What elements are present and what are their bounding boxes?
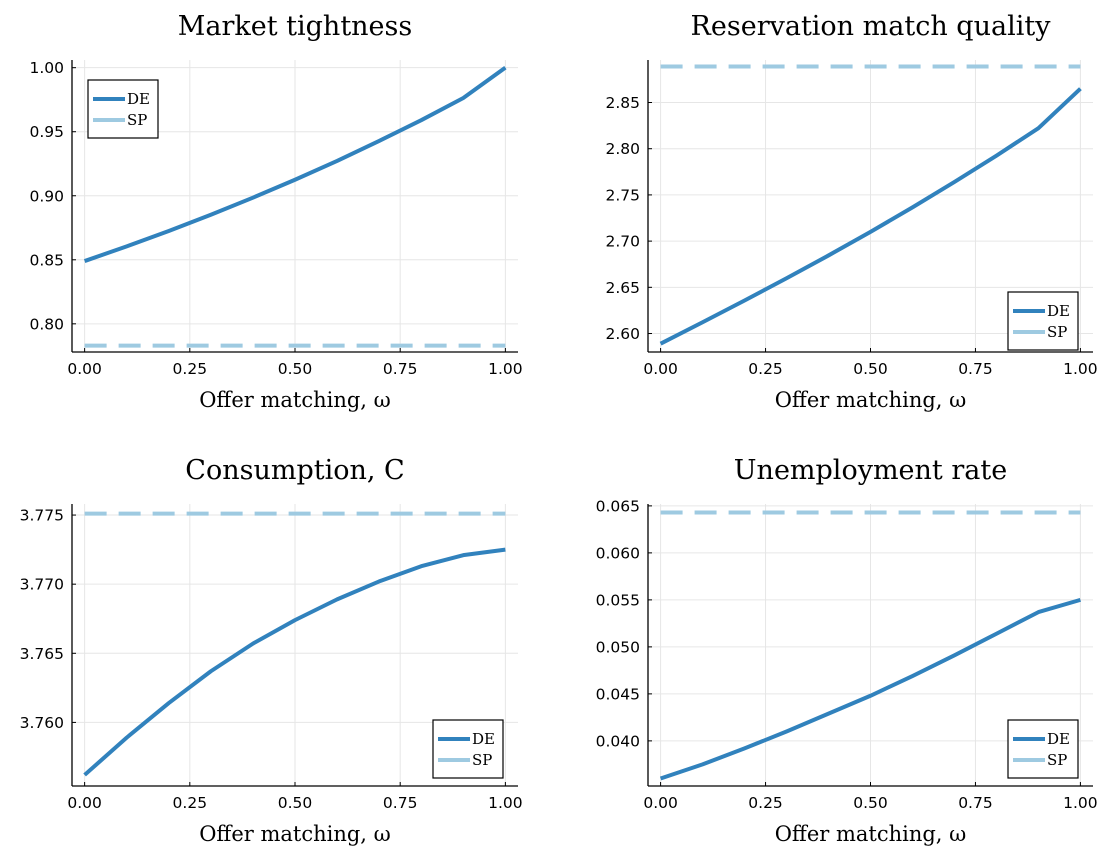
x-tick-label: 0.50 [853,794,888,812]
y-tick-label: 0.90 [29,187,64,205]
y-tick-label: 0.060 [596,544,640,562]
x-tick-label: 0.25 [748,794,783,812]
legend-box [87,79,159,139]
y-tick-label: 2.80 [605,140,640,158]
legend: DE SP [432,719,504,779]
series-line-de [659,597,1081,781]
chart-title: Market tightness [178,11,413,42]
series-line-de [83,547,506,777]
x-tick-label: 0.75 [958,794,993,812]
x-tick-label: 1.00 [1063,794,1098,812]
legend-label-de: DE [1047,730,1070,748]
y-tick-label: 0.85 [29,251,64,269]
y-tick-label: 0.055 [596,591,640,609]
legend-label-sp: SP [472,751,492,769]
y-tick-label: 3.760 [20,714,64,732]
y-tick-label: 3.775 [20,507,64,525]
y-tick-label: 1.00 [29,59,64,77]
x-tick-label: 0.00 [643,360,678,378]
legend-box [432,719,504,779]
x-axis-label: Offer matching, ω [775,822,967,846]
series-line-de [659,87,1082,346]
x-axis-label: Offer matching, ω [775,388,967,412]
y-tick-label: 0.050 [596,638,640,656]
x-tick-label: 1.00 [488,360,523,378]
x-tick-label: 1.00 [1063,360,1098,378]
x-tick-label: 0.00 [643,794,678,812]
x-tick-label: 0.50 [853,360,888,378]
x-axis-label: Offer matching, ω [199,822,391,846]
x-tick-label: 0.75 [958,360,993,378]
y-tick-label: 2.75 [605,186,640,204]
x-axis-label: Offer matching, ω [199,388,391,412]
y-tick-label: 0.80 [29,315,64,333]
chart-panel-3: 0.00 0.25 0.50 0.75 1.00 3.760 3.765 3.770 3.775… [20,455,523,846]
y-tick-label: 2.85 [605,94,640,112]
x-tick-label: 0.00 [67,360,102,378]
y-tick-label: 3.765 [20,645,64,663]
y-tick-label: 2.70 [605,233,640,251]
y-tick-label: 0.065 [596,497,640,515]
x-tick-label: 0.25 [748,360,783,378]
chart-panel-4: 0.00 0.25 0.50 0.75 1.00 0.040 0.045 0.050 0.055… [596,455,1098,846]
y-tick-label: 0.040 [596,732,640,750]
chart-panel-1: 0.00 0.25 0.50 0.75 1.00 0.80 0.85 0.90 0.95 1.00… [29,11,522,412]
legend: DE SP [1007,291,1079,351]
legend-label-de: DE [472,730,495,748]
legend-label-de: DE [1047,302,1070,320]
chart-panel-2: 0.00 0.25 0.50 0.75 1.00 2.60 2.65 2.70 2.75 2.80… [605,11,1097,412]
legend-box [1007,291,1079,351]
y-tick-label: 0.95 [29,123,64,141]
x-tick-label: 0.75 [383,794,418,812]
legend-label-sp: SP [1047,323,1067,341]
chart-title: Consumption, C [185,455,404,486]
legend-label-sp: SP [127,111,147,129]
x-tick-label: 0.25 [173,794,208,812]
x-tick-label: 0.00 [67,794,102,812]
y-tick-label: 2.60 [605,325,640,343]
y-tick-label: 2.65 [605,279,640,297]
legend: DE SP [1007,719,1079,779]
series-line-de [83,66,507,263]
x-tick-label: 0.50 [278,794,313,812]
y-tick-label: 3.770 [20,576,64,594]
legend-label-de: DE [127,90,150,108]
y-tick-label: 0.045 [596,685,640,703]
x-tick-label: 1.00 [488,794,523,812]
chart-title: Unemployment rate [734,455,1007,486]
x-tick-label: 0.75 [383,360,418,378]
x-tick-label: 0.50 [278,360,313,378]
chart-title: Reservation match quality [691,11,1052,42]
x-tick-label: 0.25 [173,360,208,378]
legend-label-sp: SP [1047,751,1067,769]
legend-box [1007,719,1079,779]
legend: DE SP [87,79,159,139]
